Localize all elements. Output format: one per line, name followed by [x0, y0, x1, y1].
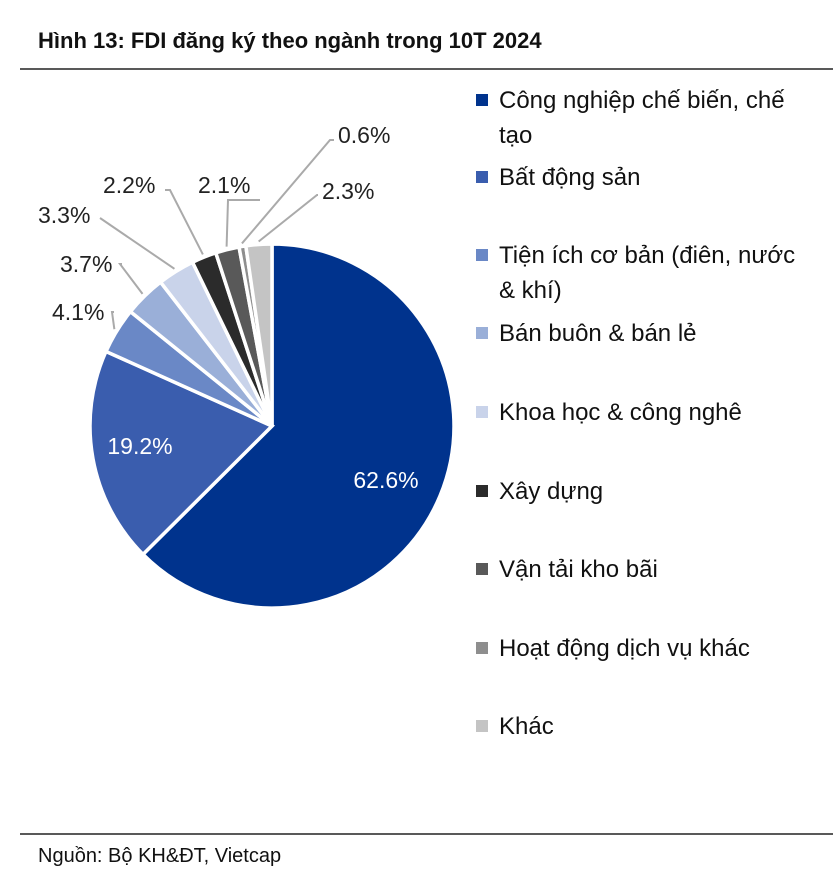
legend-label: Công nghiệp chế biến, chế [499, 87, 785, 114]
chart-title: Hình 13: FDI đăng ký theo ngành trong 10… [38, 28, 542, 53]
legend-item: Bất động sản [476, 164, 640, 191]
pie-slices [88, 242, 456, 610]
legend-swatch [476, 171, 488, 183]
pie-slice [243, 242, 274, 427]
legend-label: Xây dựng [499, 478, 603, 505]
legend: Công nghiệp chế biến, chế tạo Bất động sản… [476, 87, 795, 740]
legend-item: Khoa học & công nghê [476, 399, 742, 426]
slice-label: 2.2% [103, 172, 155, 198]
legend-item: Tiện ích cơ bản (điên, nước & khí) [476, 242, 795, 304]
slice-label: 4.1% [52, 299, 104, 325]
legend-swatch [476, 485, 488, 497]
slice-labels: 62.6% 19.2% 4.1% 3.7% 3.3% 2.2% 2.1% 0.6% 2.3% [38, 122, 419, 493]
legend-item: Hoạt động dịch vụ khác [476, 635, 750, 662]
legend-item: Bán buôn & bán lẻ [476, 320, 697, 347]
legend-swatch [476, 406, 488, 418]
slice-label: 0.6% [338, 122, 390, 148]
legend-label: tạo [499, 122, 532, 149]
leader-line [165, 189, 204, 255]
legend-label: Khác [499, 713, 554, 740]
legend-item: Công nghiệp chế biến, chế tạo [476, 87, 785, 149]
slice-label: 2.3% [322, 178, 374, 204]
legend-label: Bán buôn & bán lẻ [499, 320, 697, 347]
legend-item: Vận tải kho bãi [476, 556, 658, 583]
slice-label: 2.1% [198, 172, 250, 198]
leader-line [225, 199, 260, 247]
slice-label: 62.6% [353, 467, 418, 493]
leader-line [258, 194, 318, 243]
legend-label: & khí) [499, 277, 562, 304]
slice-label: 3.7% [60, 251, 112, 277]
slice-label: 3.3% [38, 202, 90, 228]
legend-label: Hoạt động dịch vụ khác [499, 635, 750, 662]
legend-swatch [476, 94, 488, 106]
source-note: Nguồn: Bộ KH&ĐT, Vietcap [38, 845, 281, 867]
leader-line [117, 263, 144, 295]
slice-label: 19.2% [107, 433, 172, 459]
legend-item: Khác [476, 713, 554, 740]
pie-slice [140, 242, 456, 610]
pie-slice [88, 349, 276, 557]
legend-label: Bất động sản [499, 164, 640, 191]
legend-swatch [476, 249, 488, 261]
leader-line [241, 139, 334, 245]
legend-swatch [476, 327, 488, 339]
legend-swatch [476, 563, 488, 575]
legend-label: Khoa học & công nghê [499, 399, 742, 426]
legend-item: Xây dựng [476, 478, 603, 505]
leader-line [99, 217, 175, 270]
legend-label: Vận tải kho bãi [499, 556, 658, 583]
leader-line [110, 311, 116, 330]
legend-swatch [476, 720, 488, 732]
legend-swatch [476, 642, 488, 654]
legend-label: Tiện ích cơ bản (điên, nước [499, 242, 795, 269]
